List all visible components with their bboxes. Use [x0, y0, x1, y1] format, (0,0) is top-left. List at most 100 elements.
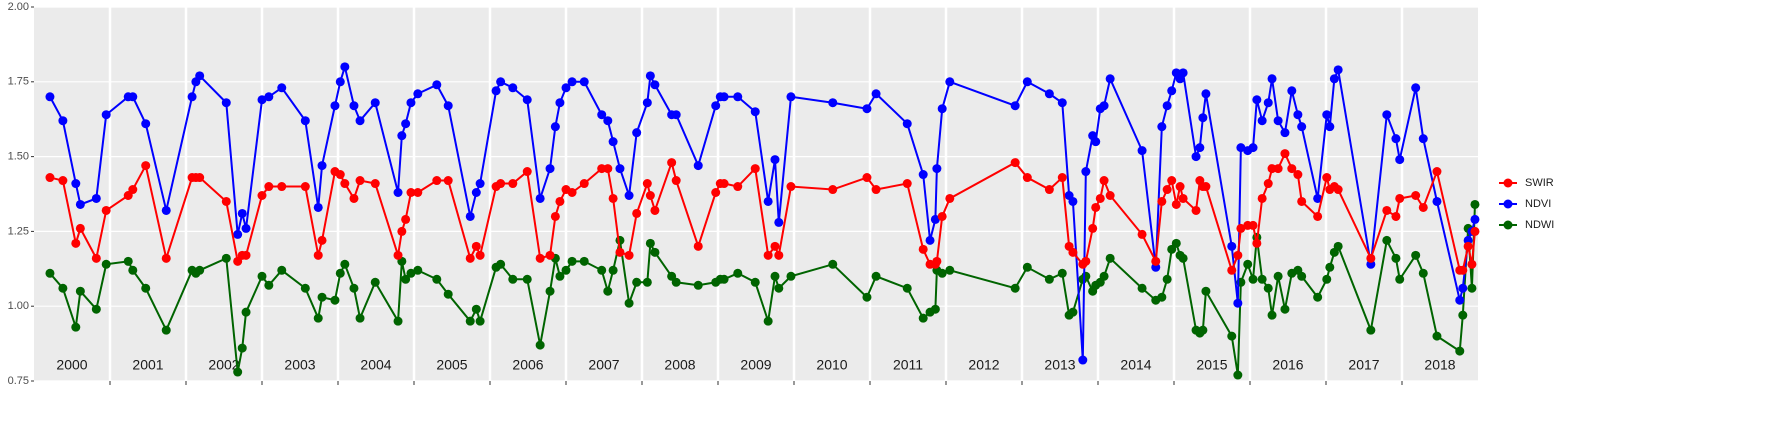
point [1257, 116, 1267, 126]
point [1068, 247, 1078, 257]
point [1191, 205, 1201, 215]
point [277, 182, 287, 192]
point [603, 116, 613, 126]
point [1095, 193, 1105, 203]
point [317, 235, 327, 245]
point [937, 104, 947, 114]
point [508, 83, 518, 93]
point [545, 164, 555, 174]
point [355, 313, 365, 323]
point [1233, 250, 1243, 260]
point [317, 292, 327, 302]
point [340, 179, 350, 189]
point [567, 77, 577, 87]
point [945, 193, 955, 203]
point [1162, 101, 1172, 111]
point [471, 304, 481, 314]
point [300, 283, 310, 293]
point [1322, 173, 1332, 183]
y-tick-label: 1.50 [8, 151, 29, 163]
point [330, 295, 340, 305]
point [642, 277, 652, 287]
point [786, 271, 796, 281]
point [603, 164, 613, 174]
point [645, 238, 655, 248]
point [615, 235, 625, 245]
y-tick-label: 1.00 [8, 300, 29, 312]
point [370, 98, 380, 108]
point [1248, 220, 1258, 230]
point [1171, 199, 1181, 209]
point [349, 283, 359, 293]
point [945, 265, 955, 275]
point [1044, 274, 1054, 284]
point [550, 122, 560, 132]
point [349, 193, 359, 203]
point [141, 161, 151, 171]
point [650, 247, 660, 257]
point [774, 250, 784, 260]
point [406, 188, 416, 198]
point [1455, 346, 1465, 356]
point [1458, 283, 1468, 293]
point [770, 271, 780, 281]
point [711, 188, 721, 198]
point [750, 107, 760, 117]
point [1293, 170, 1303, 180]
legend-label: NDVI [1525, 198, 1551, 210]
point [101, 205, 111, 215]
point [443, 176, 453, 186]
point [335, 170, 345, 180]
point [413, 188, 423, 198]
point [650, 205, 660, 215]
point [902, 179, 912, 189]
point [1157, 122, 1167, 132]
point [1382, 235, 1392, 245]
point [711, 101, 721, 111]
point [496, 77, 506, 87]
point [567, 256, 577, 266]
point [71, 238, 81, 248]
point [597, 265, 607, 275]
point [1263, 98, 1273, 108]
point [195, 173, 205, 183]
point [1263, 179, 1273, 189]
point [579, 256, 589, 266]
point [733, 268, 743, 278]
year-label: 2004 [360, 357, 391, 373]
point [550, 211, 560, 221]
point [1057, 98, 1067, 108]
point [786, 92, 796, 102]
point [161, 253, 171, 263]
point [642, 98, 652, 108]
point [508, 179, 518, 189]
point [1432, 331, 1442, 341]
point [603, 286, 613, 296]
point [1458, 310, 1468, 320]
point [1022, 77, 1032, 87]
point [522, 95, 532, 105]
point [535, 253, 545, 263]
point [432, 274, 442, 284]
point [432, 176, 442, 186]
point [1391, 253, 1401, 263]
point [671, 110, 681, 120]
point [862, 292, 872, 302]
point [918, 170, 928, 180]
point [471, 241, 481, 251]
point [1105, 74, 1115, 84]
point [1325, 262, 1335, 272]
point [774, 283, 784, 293]
point [1470, 214, 1480, 224]
point [313, 313, 323, 323]
point [1322, 110, 1332, 120]
point [335, 77, 345, 87]
point [432, 80, 442, 90]
point [1243, 259, 1253, 269]
point [535, 193, 545, 203]
point [1178, 253, 1188, 263]
point [671, 277, 681, 287]
point [645, 71, 655, 81]
point [862, 173, 872, 183]
point [128, 92, 138, 102]
